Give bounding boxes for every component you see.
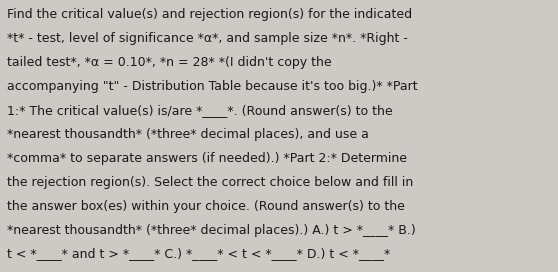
Text: accompanying "t" - Distribution Table because it's too big.)* *Part: accompanying "t" - Distribution Table be… [7,80,417,93]
Text: *comma* to separate answers (if needed).) *Part 2:* Determine: *comma* to separate answers (if needed).… [7,152,407,165]
Text: t < *____* and t > *____* C.) *____* < t < *____* D.) t < *____*: t < *____* and t > *____* C.) *____* < t… [7,248,390,261]
Text: *nearest thousandth* (*three* decimal places), and use a: *nearest thousandth* (*three* decimal pl… [7,128,369,141]
Text: tailed test*, *α = 0.10*, *n = 28* *(I didn't copy the: tailed test*, *α = 0.10*, *n = 28* *(I d… [7,56,331,69]
Text: *nearest thousandth* (*three* decimal places).) A.) t > *____* B.): *nearest thousandth* (*three* decimal pl… [7,224,416,237]
Text: *t* - test, level of significance *α*, and sample size *n*. *Right -: *t* - test, level of significance *α*, a… [7,32,407,45]
Text: Find the critical value(s) and rejection region(s) for the indicated: Find the critical value(s) and rejection… [7,8,412,21]
Text: the rejection region(s). Select the correct choice below and fill in: the rejection region(s). Select the corr… [7,176,413,189]
Text: the answer box(es) within your choice. (Round answer(s) to the: the answer box(es) within your choice. (… [7,200,405,213]
Text: 1:* The critical value(s) is/are *____*. (Round answer(s) to the: 1:* The critical value(s) is/are *____*.… [7,104,392,117]
